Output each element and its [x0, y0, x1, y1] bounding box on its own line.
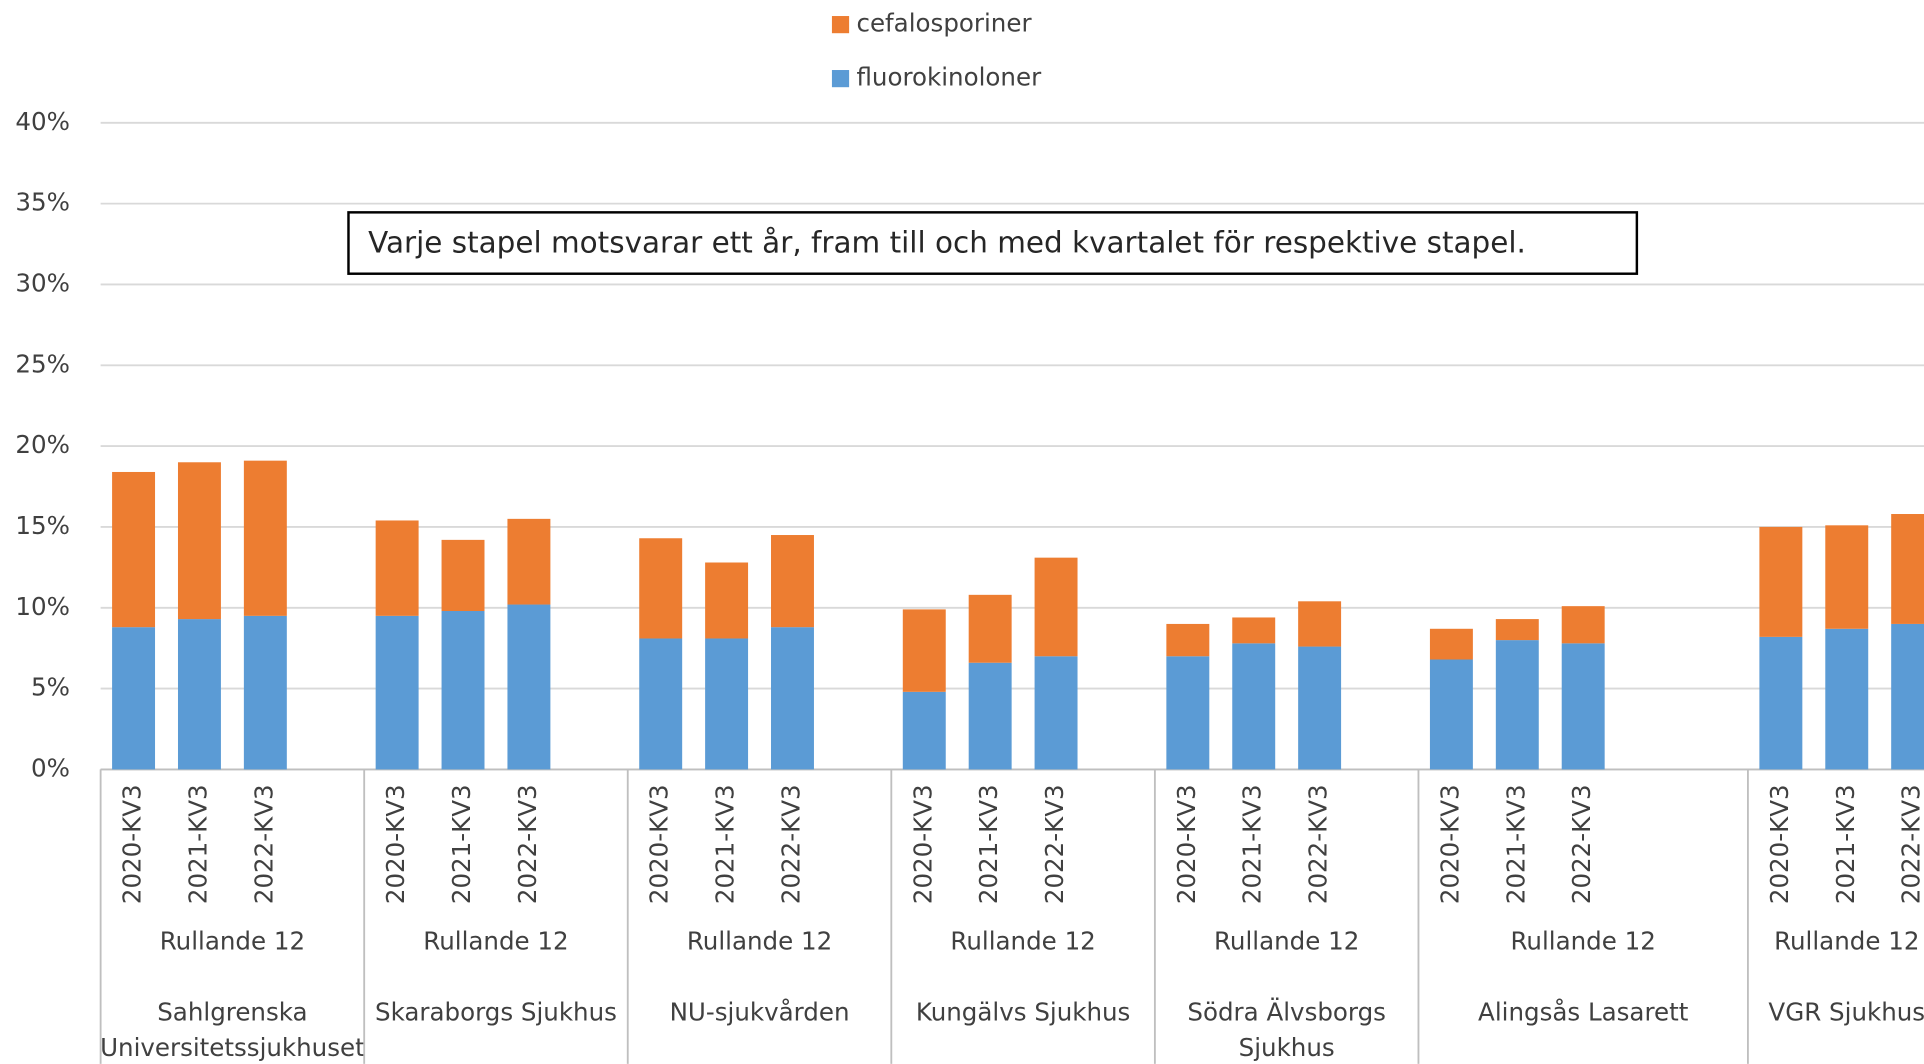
y-tick-label: 25% [15, 349, 70, 378]
bar-segment [1495, 619, 1539, 641]
y-tick-label: 40% [15, 107, 70, 136]
group-period: Rullande 12 [1510, 926, 1655, 955]
x-tick-label: 2020-KV3 [381, 784, 410, 904]
x-tick-label: 2021-KV3 [1501, 784, 1530, 904]
group-name: Universitetssjukhuset [100, 1033, 365, 1062]
bar-segment [1759, 526, 1803, 637]
bar-segment [1561, 606, 1605, 644]
y-tick-label: 10% [15, 592, 70, 621]
bar-segment [1166, 623, 1210, 657]
y-tick-label: 20% [15, 430, 70, 459]
group-name: NU-sjukvården [670, 998, 850, 1027]
x-tick-label: 2021-KV3 [1831, 784, 1860, 904]
bar-segment [705, 638, 749, 770]
bar-segment [1891, 623, 1924, 770]
bar-segment [507, 518, 551, 605]
x-tick-label: 2021-KV3 [711, 784, 740, 904]
group-name: Alingsås Lasarett [1478, 998, 1689, 1027]
bar-segment [1429, 659, 1473, 770]
x-tick-label: 2021-KV3 [447, 784, 476, 904]
group-period: Rullande 12 [160, 926, 305, 955]
x-tick-label: 2022-KV3 [1304, 784, 1333, 904]
group-name: Kungälvs Sjukhus [916, 998, 1131, 1027]
legend-label: cefalosporiner [856, 9, 1032, 38]
group-period: Rullande 12 [687, 926, 832, 955]
annotation: Varje stapel motsvarar ett år, fram till… [368, 226, 1526, 260]
x-tick-label: 2020-KV3 [118, 784, 147, 904]
bar-segment [1034, 557, 1078, 657]
bar-segment [705, 562, 749, 639]
y-tick-label: 5% [31, 673, 70, 702]
bar-segment [1825, 525, 1869, 629]
bar-segment [902, 609, 946, 692]
bar-segment [243, 460, 287, 616]
bar-segment [1298, 601, 1342, 647]
bar-segment [968, 594, 1012, 663]
bar-segment [1298, 646, 1342, 770]
bar-segment [375, 615, 419, 770]
x-tick-label: 2021-KV3 [1238, 784, 1267, 904]
bar-segment [1759, 636, 1803, 770]
x-tick-label: 2020-KV3 [645, 784, 674, 904]
y-tick-label: 35% [15, 188, 70, 217]
x-tick-label: 2021-KV3 [183, 784, 212, 904]
bar-segment [1825, 628, 1869, 770]
y-tick-label: 0% [31, 753, 70, 782]
bar-segment [1495, 640, 1539, 770]
legend-swatch [831, 16, 850, 34]
bar-segment [639, 538, 683, 639]
bar-segment [1166, 656, 1210, 770]
bar-segment [968, 662, 1012, 770]
legend-swatch [831, 70, 850, 88]
x-tick-label: 2022-KV3 [1897, 784, 1924, 904]
bar-segment [1429, 628, 1473, 660]
group-name: Sahlgrenska [157, 998, 307, 1027]
bar-segment [177, 462, 221, 620]
x-tick-label: 2020-KV3 [1765, 784, 1794, 904]
bar-segment [1232, 617, 1276, 644]
bar-segment [243, 615, 287, 770]
group-period: Rullande 12 [1774, 926, 1919, 955]
x-tick-label: 2020-KV3 [1435, 784, 1464, 904]
y-tick-label: 30% [15, 268, 70, 297]
y-tick-label: 15% [15, 511, 70, 540]
bar-segment [112, 627, 156, 770]
group-period: Rullande 12 [1214, 926, 1359, 955]
x-tick-label: 2022-KV3 [1040, 784, 1069, 904]
x-tick-label: 2022-KV3 [776, 784, 805, 904]
annotation-box [347, 211, 1639, 275]
bar-segment [1891, 514, 1924, 624]
legend-label: fluorokinoloner [856, 63, 1042, 92]
bar-segment [507, 604, 551, 770]
bar-segment [639, 638, 683, 770]
group-name: Södra Älvsborgs [1187, 998, 1386, 1027]
group-name: VGR Sjukhus [1768, 998, 1924, 1027]
x-tick-label: 2022-KV3 [513, 784, 542, 904]
group-period: Rullande 12 [423, 926, 568, 955]
group-name: Sjukhus [1239, 1033, 1335, 1062]
bar-segment [1034, 656, 1078, 770]
group-name: Skaraborgs Sjukhus [375, 998, 617, 1027]
bar-segment [771, 627, 814, 770]
bar-segment [902, 691, 946, 770]
bar-segment [441, 611, 485, 770]
bar-segment [177, 619, 221, 770]
bar-segment [441, 539, 485, 612]
bar-segment [1561, 643, 1605, 770]
bar-segment [1232, 643, 1276, 770]
x-tick-label: 2022-KV3 [1567, 784, 1596, 904]
x-tick-label: 2022-KV3 [249, 784, 278, 904]
bar-segment [771, 535, 814, 628]
group-period: Rullande 12 [950, 926, 1095, 955]
bar-segment [112, 471, 156, 628]
x-tick-label: 2020-KV3 [908, 784, 937, 904]
x-tick-label: 2020-KV3 [1172, 784, 1201, 904]
x-tick-label: 2021-KV3 [974, 784, 1003, 904]
bar-segment [375, 520, 419, 616]
